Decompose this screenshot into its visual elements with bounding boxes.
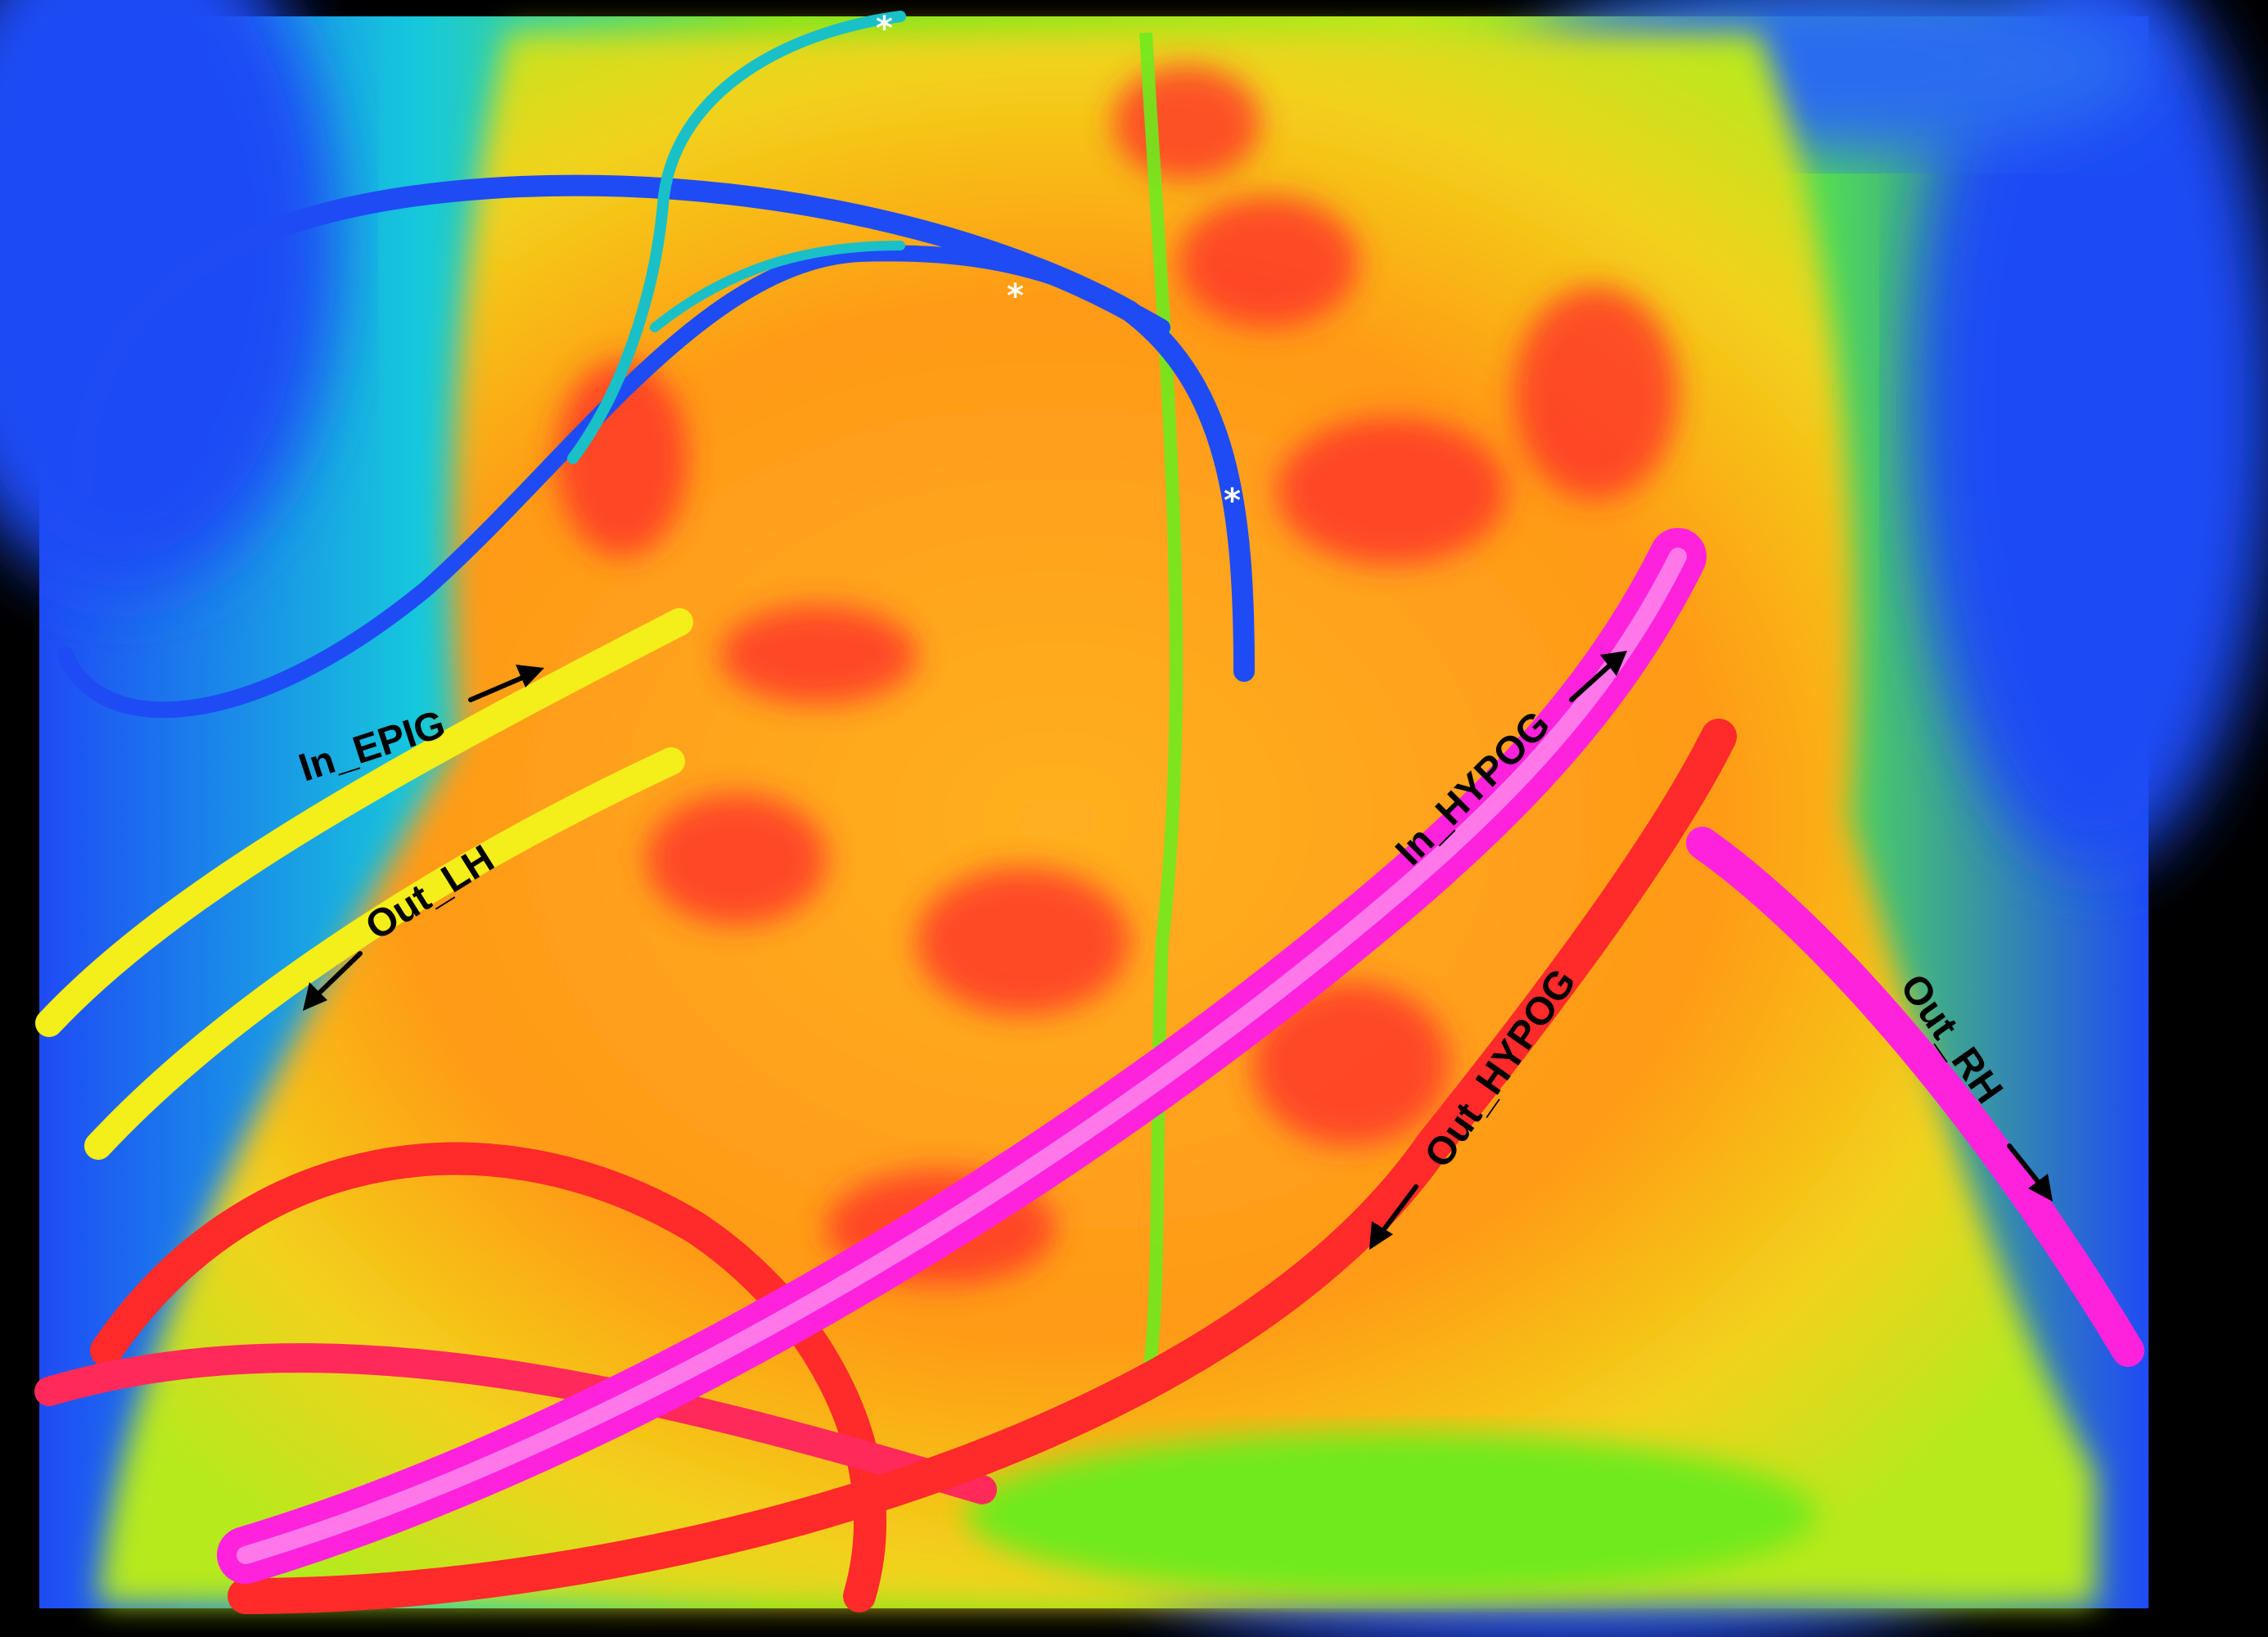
marker-star: * (1007, 277, 1024, 315)
marker-star: * (1224, 482, 1241, 520)
marker-star: * (876, 10, 893, 47)
tubes (34, 11, 2144, 1614)
hot-regions (557, 65, 1678, 1285)
